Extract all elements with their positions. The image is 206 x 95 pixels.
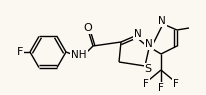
Text: F: F: [143, 79, 149, 89]
Text: N: N: [134, 29, 142, 39]
Text: NH: NH: [71, 50, 87, 60]
Text: F: F: [17, 47, 23, 57]
Text: O: O: [84, 23, 92, 33]
Text: N: N: [145, 39, 153, 49]
Text: N: N: [158, 16, 166, 26]
Text: S: S: [144, 64, 152, 74]
Text: F: F: [158, 83, 164, 93]
Text: F: F: [173, 79, 179, 89]
